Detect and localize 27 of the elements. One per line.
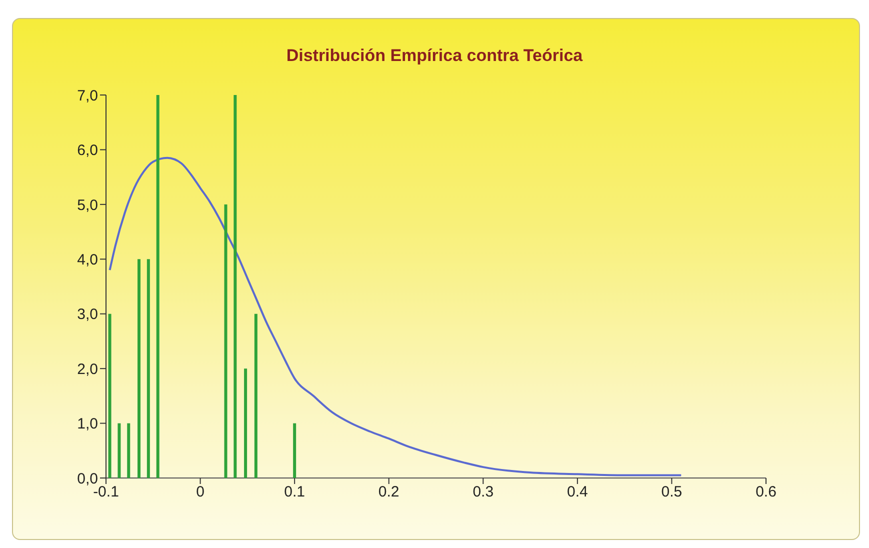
y-tick-label: 5,0: [77, 196, 98, 214]
bar: [108, 314, 112, 478]
x-tick-label: 0.2: [378, 484, 400, 501]
chart-title: Distribución Empírica contra Teórica: [285, 46, 584, 66]
y-tick-label: 4,0: [77, 251, 98, 268]
x-tick-label: 0.6: [756, 484, 776, 501]
bar: [293, 423, 296, 478]
bar: [254, 314, 258, 478]
y-tick-label: 6,0: [77, 142, 98, 160]
bar: [224, 204, 228, 478]
x-tick-label: 0.3: [472, 484, 494, 501]
bar: [138, 259, 140, 478]
x-tick-label: 0.5: [661, 484, 682, 501]
x-tick-label: 0: [196, 484, 204, 501]
bar: [127, 423, 130, 478]
bar: [244, 368, 248, 478]
y-tick-label: 7,0: [77, 87, 98, 104]
bar: [118, 423, 121, 478]
x-tick-label: 0.1: [284, 484, 305, 501]
y-tick-label: 3,0: [77, 306, 98, 324]
x-tick-label: 0.4: [567, 484, 588, 501]
bar: [156, 95, 160, 478]
bar: [146, 259, 150, 478]
y-tick-label: 2,0: [77, 360, 98, 378]
y-tick-label: 1,0: [77, 416, 98, 433]
bar: [234, 95, 237, 478]
line-series: [108, 156, 682, 476]
